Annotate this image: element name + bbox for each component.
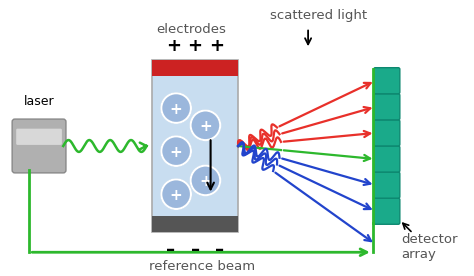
- Text: +: +: [166, 36, 181, 54]
- Circle shape: [191, 110, 220, 140]
- FancyBboxPatch shape: [374, 146, 400, 172]
- Text: laser: laser: [24, 95, 55, 108]
- Circle shape: [161, 179, 191, 209]
- Circle shape: [161, 136, 191, 166]
- Text: +: +: [188, 36, 202, 54]
- Bar: [152, 60, 238, 76]
- Text: –: –: [215, 242, 224, 259]
- Text: electrodes: electrodes: [156, 23, 226, 36]
- Text: –: –: [166, 242, 175, 259]
- Text: reference beam: reference beam: [149, 260, 255, 273]
- Text: –: –: [191, 242, 200, 259]
- FancyBboxPatch shape: [374, 198, 400, 224]
- FancyBboxPatch shape: [12, 119, 66, 173]
- Text: +: +: [170, 102, 182, 117]
- Text: +: +: [199, 119, 212, 134]
- Circle shape: [191, 166, 220, 195]
- Circle shape: [161, 93, 191, 123]
- FancyBboxPatch shape: [374, 172, 400, 198]
- FancyBboxPatch shape: [16, 129, 62, 145]
- Text: +: +: [209, 36, 224, 54]
- Text: +: +: [199, 174, 212, 189]
- Text: +: +: [170, 188, 182, 203]
- FancyBboxPatch shape: [374, 68, 400, 94]
- FancyBboxPatch shape: [374, 120, 400, 146]
- Text: scattered light: scattered light: [270, 9, 367, 22]
- Text: detector
array: detector array: [401, 233, 457, 261]
- FancyBboxPatch shape: [374, 94, 400, 120]
- Bar: [152, 60, 238, 232]
- Text: +: +: [170, 145, 182, 160]
- Bar: [152, 216, 238, 232]
